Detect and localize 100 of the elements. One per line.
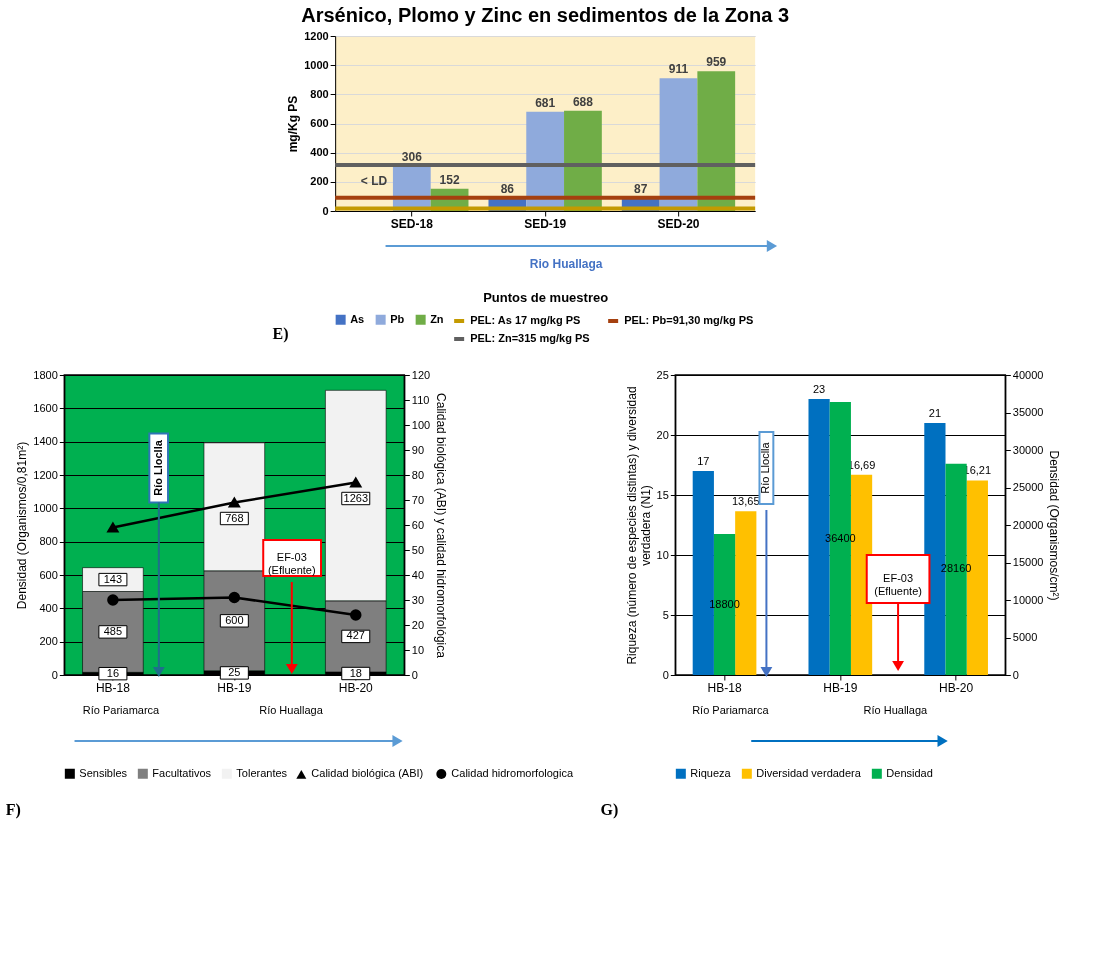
x-tick-label: HB-18 xyxy=(95,680,131,695)
point xyxy=(228,497,241,508)
data-label: 86 xyxy=(500,182,515,197)
x-tick-label: SED-18 xyxy=(390,216,434,231)
annotation: Río Lloclla xyxy=(151,439,164,496)
y2-tick-label: 0 xyxy=(411,668,418,681)
text: Rio Huallaga xyxy=(529,256,603,271)
y2-tick-label: 25000 xyxy=(1012,481,1044,493)
legend-label: Facultativos xyxy=(152,766,212,779)
y2-tick-label: 30 xyxy=(411,593,425,606)
data-label: 17 xyxy=(697,455,710,467)
y-tick-label: 0 xyxy=(322,204,329,217)
y-tick-label: 10 xyxy=(656,548,669,561)
data-label: 23 xyxy=(812,383,826,395)
y2-tick-label: 80 xyxy=(411,468,425,481)
x-tick-label: HB-18 xyxy=(707,680,742,695)
y-tick-label: 400 xyxy=(39,601,58,614)
y-tick-label: 20 xyxy=(656,428,669,441)
legend-label: Densidad xyxy=(886,766,933,779)
data-label: 959 xyxy=(706,55,727,70)
y-tick-label: 1000 xyxy=(33,501,58,514)
annotation: EF-03 (Efluente) xyxy=(267,551,316,576)
y2-tick-label: 10000 xyxy=(1012,593,1044,606)
y-tick-label: 1800 xyxy=(33,368,58,381)
data-label: 143 xyxy=(103,572,123,585)
y2-tick-label: 30000 xyxy=(1012,443,1044,456)
y2-tick-label: 20 xyxy=(411,618,425,631)
legend-label: Sensibles xyxy=(79,766,128,779)
data-label: 25 xyxy=(228,665,241,678)
data-label: 21 xyxy=(928,407,942,419)
y2-tick-label: 90 xyxy=(411,443,425,456)
legend-label: Diversidad verdadera xyxy=(756,766,862,779)
y-axis-title: Densidad (Organismos/0,81m²) xyxy=(15,441,30,610)
legend-label: Pb xyxy=(390,312,405,325)
x-tick-label: SED-19 xyxy=(524,216,567,231)
y-tick-label: 5 xyxy=(662,608,669,621)
x-tick-label: HB-19 xyxy=(823,680,858,695)
data-label: 681 xyxy=(535,95,556,110)
data-label: 13,65 xyxy=(732,495,760,508)
text: G) xyxy=(600,801,619,819)
data-label: 87 xyxy=(634,182,648,197)
y-axis-title: mg/Kg PS xyxy=(286,95,301,153)
text: < LD xyxy=(360,174,388,188)
text: Río Pariamarca xyxy=(82,704,161,716)
legend-label: Zn xyxy=(430,312,444,325)
y-tick-label: 1600 xyxy=(33,401,58,414)
x-axis-title: Puntos de muestreo xyxy=(483,289,609,305)
data-label: 18 xyxy=(349,666,362,679)
chart-title: Arsénico, Plomo y Zinc en sedimentos de la Zona 3 xyxy=(301,4,790,26)
y2-tick-label: 40000 xyxy=(1012,368,1044,381)
data-label: 911 xyxy=(668,62,689,77)
annotation: EF-03 (Efluente) xyxy=(874,572,922,597)
y2-tick-label: 5000 xyxy=(1012,631,1038,643)
x-tick-label: HB-20 xyxy=(939,680,974,695)
y2-tick-label: 40 xyxy=(411,568,425,581)
text: Río Huallaga xyxy=(259,704,324,716)
y2-tick-label: 35000 xyxy=(1012,406,1044,418)
text: Río Pariamarca xyxy=(692,704,770,716)
point xyxy=(228,591,241,604)
legend-label: Calidad hidromorfologica xyxy=(451,767,574,779)
text: F) xyxy=(5,801,21,819)
y-tick-label: 0 xyxy=(51,668,58,681)
point xyxy=(350,477,362,488)
data-label: 600 xyxy=(225,613,244,626)
y-tick-label: 1000 xyxy=(304,58,329,71)
data-label: 306 xyxy=(401,150,423,165)
y-tick-label: 400 xyxy=(310,146,329,159)
y2-tick-label: 110 xyxy=(411,393,430,406)
y2-tick-label: 60 xyxy=(411,518,425,531)
x-tick-label: SED-20 xyxy=(657,216,700,231)
point xyxy=(107,594,119,606)
data-label: 485 xyxy=(103,624,123,637)
y2-tick-label: 70 xyxy=(411,493,425,506)
legend-label: PEL: As 17 mg/kg PS xyxy=(470,314,581,326)
y2-tick-label: 0 xyxy=(1012,668,1019,681)
y-tick-label: 600 xyxy=(39,568,58,581)
legend-label: PEL: Pb=91,30 mg/kg PS xyxy=(624,314,754,326)
y2-axis-title: Densidad (Organismos/cm²) xyxy=(1047,450,1062,601)
y-tick-label: 1200 xyxy=(33,468,58,481)
y-tick-label: 200 xyxy=(310,175,329,188)
legend-label: Tolerantes xyxy=(236,766,288,779)
text: E) xyxy=(272,324,289,343)
y-tick-label: 800 xyxy=(39,535,58,548)
y-tick-label: 1400 xyxy=(33,435,58,448)
x-tick-label: HB-20 xyxy=(338,680,374,695)
y-tick-label: 0 xyxy=(662,668,669,681)
y2-tick-label: 120 xyxy=(411,368,431,381)
y-tick-label: 15 xyxy=(656,488,669,501)
y-tick-label: 800 xyxy=(310,87,329,100)
legend-label: Calidad biológica (ABI) xyxy=(311,767,424,780)
data-label: 768 xyxy=(225,511,244,524)
legend-label: PEL: Zn=315 mg/kg PS xyxy=(470,332,590,344)
data-label: 152 xyxy=(439,172,460,187)
legend-label: As xyxy=(350,312,365,325)
y-tick-label: 600 xyxy=(310,117,329,129)
data-label: 427 xyxy=(346,629,365,642)
point xyxy=(107,522,119,533)
y2-tick-label: 50 xyxy=(411,543,425,556)
data-label: 16 xyxy=(106,666,120,679)
x-tick-label: HB-19 xyxy=(217,680,252,695)
